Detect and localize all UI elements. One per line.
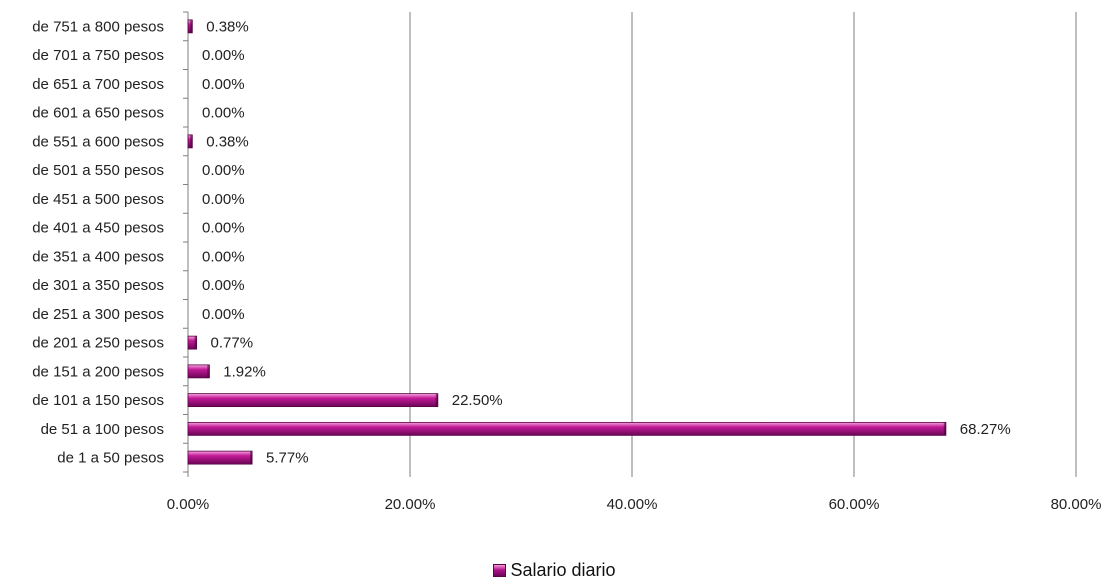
x-tick-label: 0.00% [167,496,210,513]
category-label: de 651 a 700 pesos [32,76,164,93]
data-label: 5.77% [266,450,309,467]
bar [187,393,439,408]
data-label: 0.00% [202,47,245,64]
data-label: 0.38% [206,133,249,150]
category-label: de 101 a 150 pesos [32,392,164,409]
category-label: de 251 a 300 pesos [32,306,164,323]
bar [187,364,210,379]
category-label: de 751 a 800 pesos [32,18,164,35]
bar-edge [190,134,193,148]
category-label: de 401 a 450 pesos [32,220,164,237]
x-tick-label: 80.00% [1051,496,1102,513]
category-label: de 451 a 500 pesos [32,191,164,208]
category-label: de 301 a 350 pesos [32,277,164,294]
bar-chart: 0.00% 20.00% 40.00% 60.00% 80.00% de 1 a 50 p… [32,11,1102,513]
category-label: de 51 a 100 pesos [41,421,164,438]
data-label: 1.92% [223,363,266,380]
bar [187,421,947,436]
category-label: de 501 a 550 pesos [32,162,164,179]
legend-swatch [493,564,507,577]
data-label: 0.00% [202,248,245,265]
category-label: de 551 a 600 pesos [32,133,164,150]
bar-edge [250,451,253,465]
category-label: de 601 a 650 pesos [32,105,164,122]
bar-edge [190,19,193,33]
bar-edge [194,336,198,350]
data-label: 0.00% [202,76,245,93]
legend-label: Salario diario [510,560,616,580]
x-tick-label: 60.00% [829,496,880,513]
category-label: de 351 a 400 pesos [32,248,164,265]
bar-edge [943,422,947,436]
data-label: 68.27% [960,421,1011,438]
data-label: 0.00% [202,220,245,237]
bar-edge [435,393,439,407]
legend: Salario diario [0,560,1109,581]
data-label: 0.38% [206,18,249,35]
category-label: de 701 a 750 pesos [32,47,164,64]
category-label: de 1 a 50 pesos [57,450,164,467]
category-label: de 151 a 200 pesos [32,363,164,380]
data-label: 0.00% [202,306,245,323]
x-tick-label: 20.00% [385,496,436,513]
data-label: 0.00% [202,162,245,179]
data-label: 0.77% [211,335,254,352]
bar [187,450,253,465]
data-label: 22.50% [452,392,503,409]
x-tick-label: 40.00% [607,496,658,513]
bar-edge [207,364,210,378]
category-label: de 201 a 250 pesos [32,335,164,352]
data-label: 0.00% [202,277,245,294]
data-label: 0.00% [202,191,245,208]
data-label: 0.00% [202,105,245,122]
